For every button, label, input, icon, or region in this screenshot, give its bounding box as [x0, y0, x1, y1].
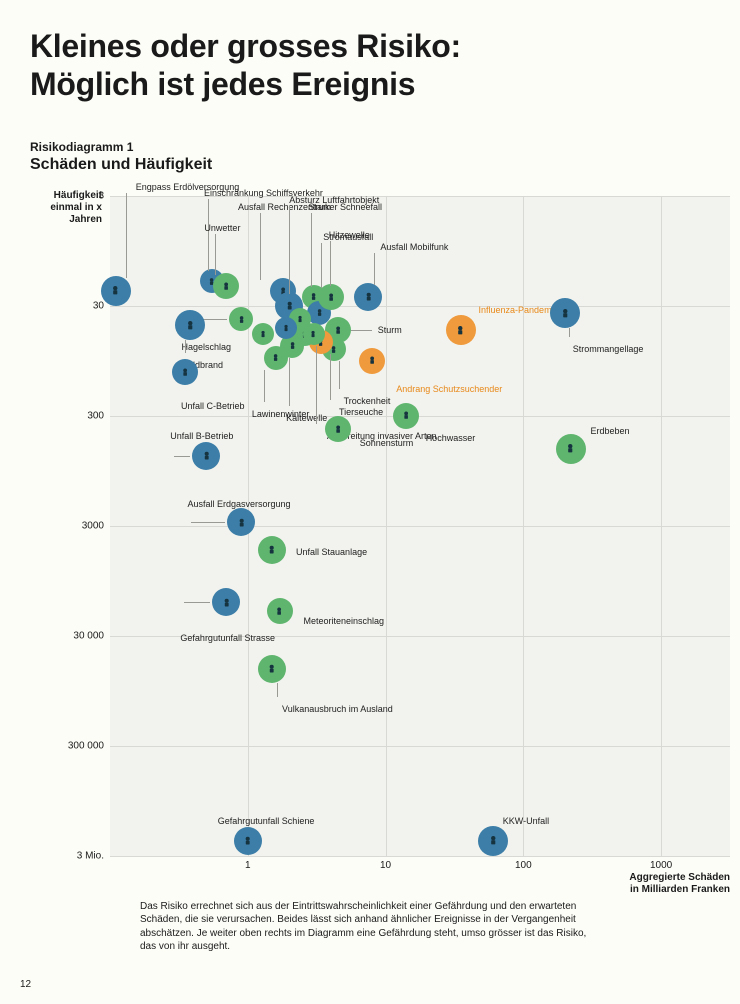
- risk-label-sonnensturm: Sonnensturm: [360, 439, 414, 449]
- gridline: [110, 196, 730, 197]
- leader: [264, 370, 265, 402]
- gridline: [110, 856, 730, 857]
- risk-label-andrang: Andrang Schutzsuchender: [396, 385, 502, 395]
- risk-label-unwetter: Unwetter: [204, 224, 240, 234]
- risk-label-sturm: Sturm: [378, 326, 402, 336]
- gridline: [110, 526, 730, 527]
- risk-node-ausfall-mobil: [354, 283, 382, 311]
- risk-label-meteorit: Meteoriteneinschlag: [304, 617, 385, 627]
- leader: [184, 602, 210, 603]
- risk-label-hitzewelle: Hitzewelle: [329, 231, 370, 241]
- x-tick: 10: [380, 856, 391, 871]
- risk-node-vulkan: [258, 655, 286, 683]
- chart-subtitle: Schäden und Häufigkeit: [30, 156, 710, 174]
- risk-label-tierseuche: Tierseuche: [339, 408, 383, 418]
- risk-label-hochwasser: Hochwasser: [426, 434, 476, 444]
- leader: [277, 683, 278, 697]
- gridline: [110, 416, 730, 417]
- y-axis-label: Häufigkeit einmal in x Jahren: [30, 190, 102, 226]
- leader: [191, 522, 225, 523]
- leader: [316, 346, 317, 424]
- risk-node-gefahr-strasse: [212, 588, 240, 616]
- chart-kicker: Risikodiagramm 1: [30, 140, 710, 154]
- risk-node-extra4: [275, 317, 297, 339]
- risk-label-schneefall: Starker Schneefall: [309, 203, 383, 213]
- risk-node-unfall-c: [172, 359, 198, 385]
- risk-label-vulkan: Vulkanausbruch im Ausland: [282, 705, 393, 715]
- risk-node-waldbrand: [175, 310, 205, 340]
- x-tick: 1: [245, 856, 251, 871]
- y-tick: 3: [98, 190, 110, 201]
- risk-label-trockenheit: Trockenheit: [344, 397, 391, 407]
- risk-node-kkw: [478, 826, 508, 856]
- leader: [215, 234, 216, 275]
- risk-label-hagelschlag: Hagelschlag: [181, 343, 231, 353]
- leader: [289, 358, 290, 406]
- leader: [126, 193, 127, 278]
- leader: [351, 330, 372, 331]
- risk-label-gefahr-strasse: Gefahrgutunfall Strasse: [180, 634, 275, 644]
- y-tick: 300: [87, 410, 110, 421]
- risk-node-hagelschlag: [229, 307, 253, 331]
- leader: [569, 328, 570, 337]
- risk-label-unfall-stau: Unfall Stauanlage: [296, 548, 367, 558]
- risk-node-extra2: [303, 323, 325, 345]
- risk-node-unfall-b: [192, 442, 220, 470]
- risk-label-unfall-b: Unfall B-Betrieb: [170, 432, 233, 442]
- risk-node-unfall-stau: [258, 536, 286, 564]
- risk-label-influenza: Influenza-Pandemie: [479, 306, 559, 316]
- risk-node-gefahr-schiene: [234, 827, 262, 855]
- risk-label-unfall-c: Unfall C-Betrieb: [181, 402, 245, 412]
- x-tick: 1000: [650, 856, 672, 871]
- y-tick: 3000: [82, 520, 110, 531]
- gridline: [110, 306, 730, 307]
- risk-label-ausfall-erdgas: Ausfall Erdgasversorgung: [187, 500, 290, 510]
- gridline: [110, 746, 730, 747]
- leader: [339, 361, 340, 389]
- risk-node-sonnensturm: [325, 416, 351, 442]
- plot-area: 1101001000330300300030 000300 0003 Mio.A…: [110, 196, 730, 856]
- title-line-2: Möglich ist jedes Ereignis: [30, 66, 415, 102]
- leader: [311, 213, 312, 287]
- title-line-1: Kleines oder grosses Risiko:: [30, 28, 461, 64]
- x-tick: 100: [515, 856, 532, 871]
- risk-node-strommangel: [550, 298, 580, 328]
- chart-caption: Das Risiko errechnet sich aus der Eintri…: [140, 900, 600, 954]
- risk-label-gefahr-schiene: Gefahrgutunfall Schiene: [218, 817, 315, 827]
- risk-node-meteorit: [267, 598, 293, 624]
- risk-label-erdbeben: Erdbeben: [591, 427, 630, 437]
- leader: [330, 354, 331, 400]
- risk-label-kkw: KKW-Unfall: [503, 817, 549, 827]
- page-title: Kleines oder grosses Risiko: Möglich ist…: [30, 28, 710, 104]
- risk-node-hitzewelle: [318, 284, 344, 310]
- risk-node-unwetter: [213, 273, 239, 299]
- risk-node-engpass-erdoel: [101, 276, 131, 306]
- leader: [208, 199, 209, 271]
- risk-node-erdbeben: [556, 434, 586, 464]
- risk-node-andrang: [359, 348, 385, 374]
- risk-scatter-chart: Häufigkeit einmal in x Jahren11010010003…: [30, 196, 710, 946]
- risk-node-extra3: [252, 323, 274, 345]
- x-axis-label: Aggregierte Schädenin Milliarden Franken: [580, 872, 730, 896]
- leader: [330, 241, 331, 286]
- page-number: 12: [20, 979, 31, 990]
- risk-node-hochwasser: [393, 403, 419, 429]
- risk-node-ausfall-erdgas: [227, 508, 255, 536]
- y-tick: 300 000: [68, 740, 110, 751]
- y-tick: 30 000: [73, 630, 110, 641]
- leader: [185, 340, 186, 353]
- leader: [174, 456, 190, 457]
- y-tick: 3 Mio.: [77, 850, 110, 861]
- risk-label-strommangel: Strommangellage: [573, 345, 644, 355]
- risk-label-kaeltewelle: Kältewelle: [286, 414, 327, 424]
- risk-label-ausfall-mobil: Ausfall Mobilfunk: [380, 243, 448, 253]
- leader: [289, 206, 290, 294]
- leader: [374, 253, 375, 285]
- risk-node-influenza: [446, 315, 476, 345]
- leader: [260, 213, 261, 280]
